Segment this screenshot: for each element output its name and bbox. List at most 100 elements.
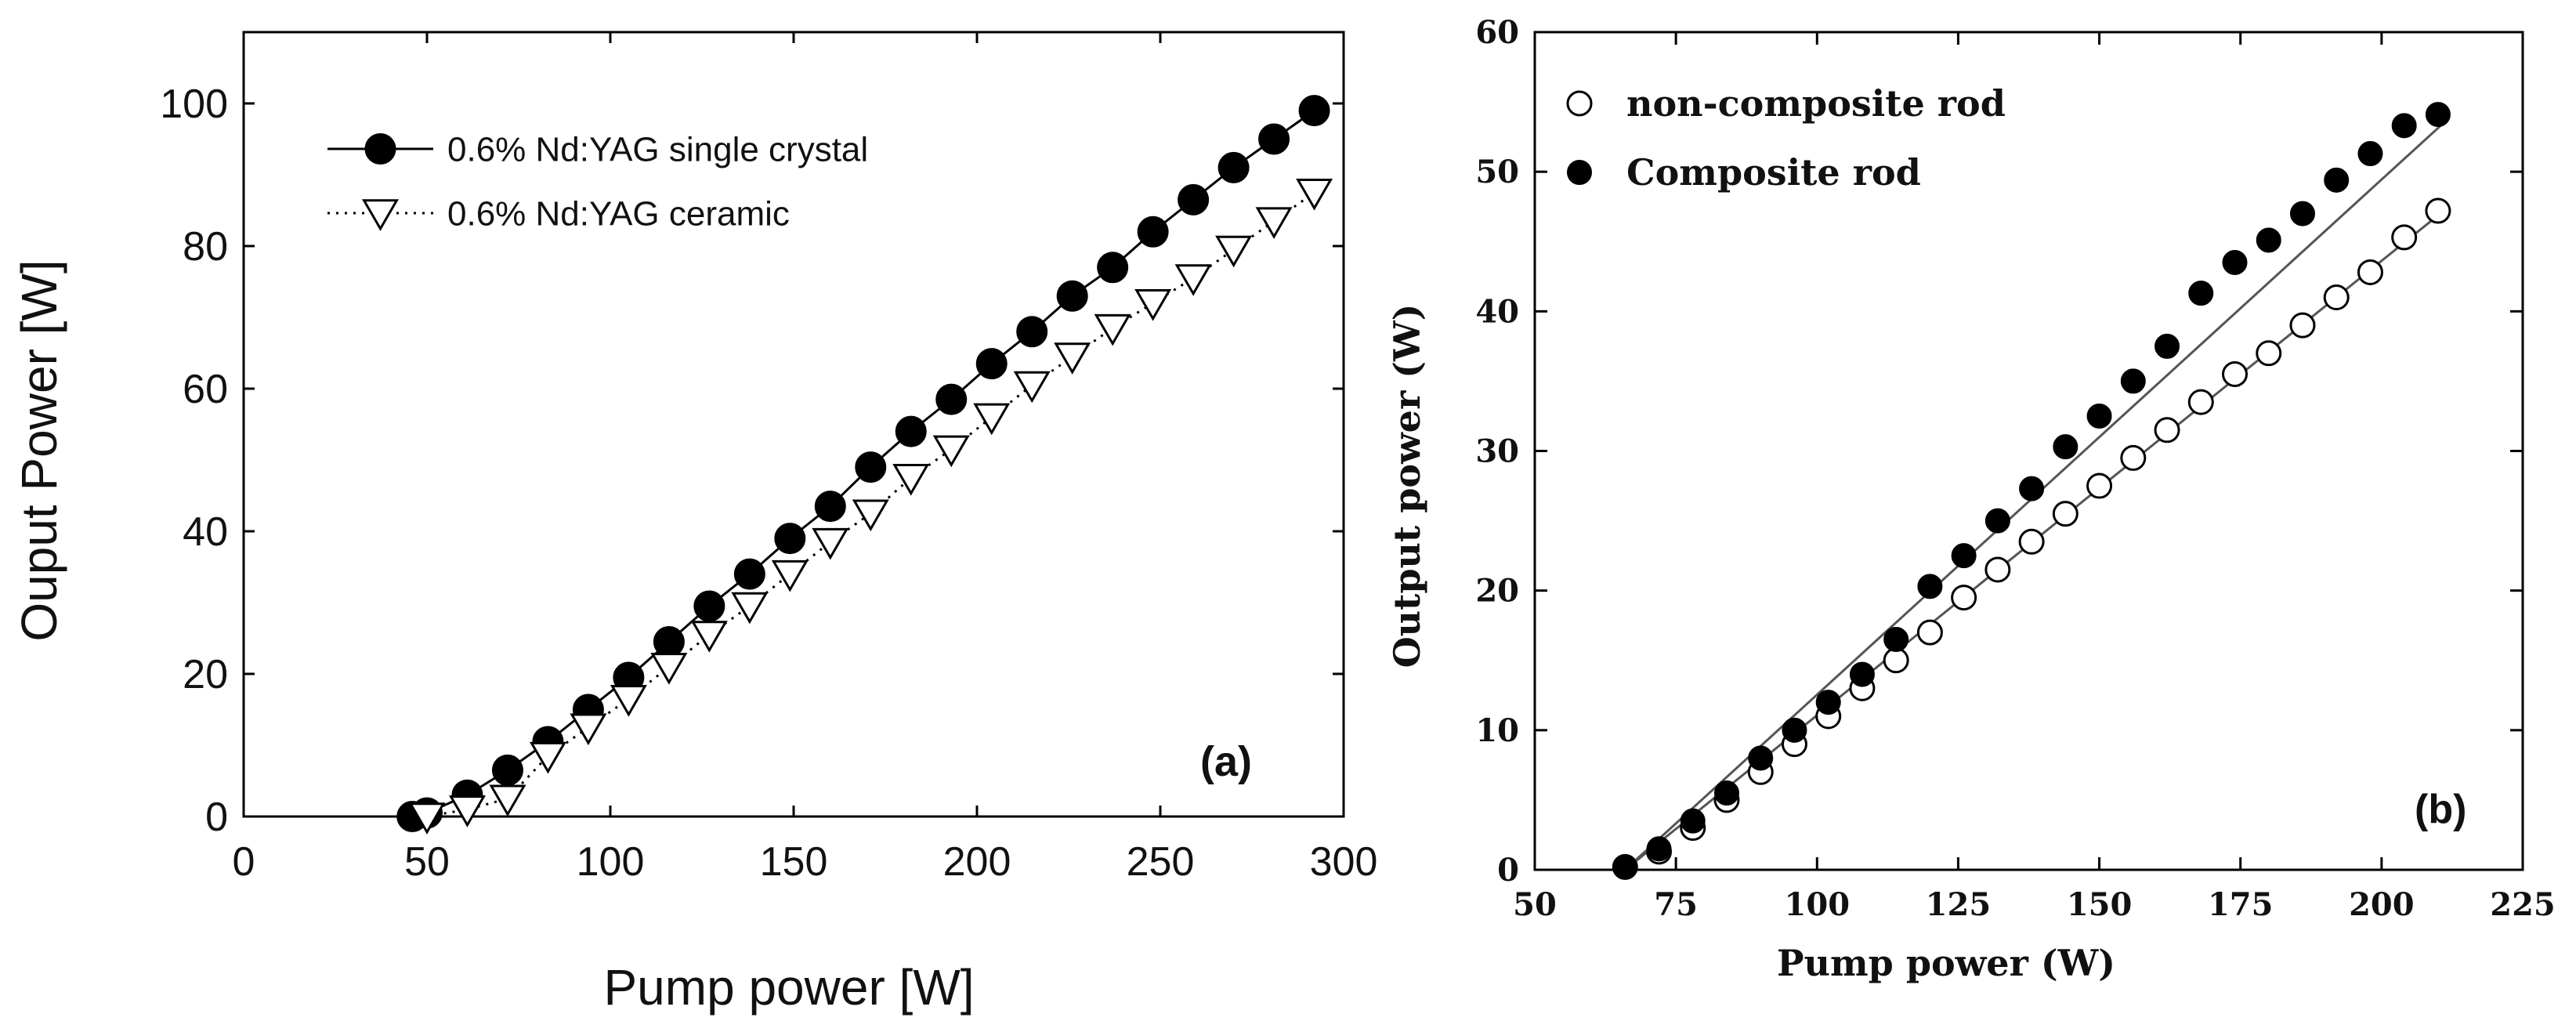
b-point	[2222, 361, 2249, 388]
a-point	[408, 802, 446, 835]
a-point	[895, 415, 927, 447]
b-x-tick-label-150: 150	[2067, 886, 2133, 923]
b-point	[2357, 141, 2383, 167]
a-point	[610, 685, 647, 717]
a-point	[731, 592, 769, 625]
a-legend: 0.6% Nd:YAG single crystal 0.6% Nd:YAG ce…	[327, 130, 868, 233]
b-point	[2425, 197, 2451, 224]
a-x-tick-label-0: 0	[233, 839, 255, 885]
b-series-0	[1612, 197, 2451, 880]
a-x-tick-label-300: 300	[1310, 839, 1378, 885]
b-point	[1713, 780, 1739, 806]
b-point	[2289, 201, 2315, 226]
a-point	[814, 491, 846, 523]
b-point	[1984, 556, 2011, 583]
a-x-tick-label-250: 250	[1127, 839, 1195, 885]
a-point	[975, 348, 1008, 380]
b-point	[2018, 528, 2045, 555]
a-point	[855, 451, 887, 483]
b-x-tick-label-50: 50	[1513, 886, 1557, 923]
b-point	[1984, 508, 2010, 534]
b-x-tick-label-75: 75	[1654, 886, 1698, 923]
b-point	[2187, 389, 2214, 415]
a-point	[1178, 183, 1210, 215]
a-point	[852, 499, 889, 532]
b-point	[2425, 102, 2451, 128]
b-legend-label-1: Composite rod	[1626, 151, 1921, 194]
b-point	[2222, 249, 2248, 275]
a-point	[1013, 371, 1051, 404]
b-legend-marker-1	[1567, 160, 1592, 185]
a-point	[529, 741, 566, 774]
b-point	[2391, 113, 2417, 139]
a-point	[1258, 123, 1290, 155]
b-legend-label-0: non-composite rod	[1626, 82, 2006, 125]
a-y-tick-label-80: 80	[183, 224, 228, 270]
b-point	[1748, 745, 1774, 771]
a-point	[693, 590, 725, 622]
a-point	[1217, 151, 1250, 183]
a-point	[973, 403, 1011, 436]
b-point	[2357, 259, 2383, 285]
b-point	[1951, 543, 1977, 569]
a-point	[774, 523, 806, 555]
a-point	[650, 653, 688, 685]
b-point	[2391, 224, 2418, 251]
a-point	[1134, 289, 1172, 321]
b-point	[1612, 854, 1638, 880]
b-legend: non-composite rod Composite rod	[1566, 82, 2006, 194]
b-y-tick-label-30: 30	[1475, 433, 1519, 470]
a-point	[491, 754, 523, 786]
a-point	[1298, 95, 1330, 127]
a-point	[1097, 252, 1129, 284]
b-y-tick-label-50: 50	[1475, 154, 1519, 190]
a-legend-label-1: 0.6% Nd:YAG ceramic	[447, 194, 790, 233]
a-point	[1215, 235, 1253, 268]
a-point	[1255, 207, 1293, 239]
b-point	[1849, 661, 1875, 687]
b-point	[2154, 417, 2180, 444]
b-x-tick-label-175: 175	[2208, 886, 2274, 923]
b-point	[2120, 368, 2146, 394]
b-point	[2256, 340, 2282, 367]
b-y-tick-label-0: 0	[1497, 852, 1519, 889]
b-y-tick-label-20: 20	[1475, 573, 1519, 610]
panel-b-composite-vs-non-composite: 50 75 100 125 150 175 200 225 0 10 20 30 40 50 60 non-c…	[1386, 14, 2556, 984]
b-point	[2323, 284, 2350, 311]
b-legend-marker-0	[1566, 90, 1593, 117]
a-legend-label-0: 0.6% Nd:YAG single crystal	[447, 130, 868, 168]
b-point	[2086, 403, 2112, 429]
b-y-tick-label-60: 60	[1475, 14, 1519, 51]
a-y-tick-label-20: 20	[183, 652, 228, 697]
b-point	[2324, 167, 2350, 193]
b-x-tick-label-125: 125	[1926, 886, 1992, 923]
b-point	[1917, 574, 1943, 599]
panel-b-y-axis-label: Output power (W)	[1386, 304, 1428, 668]
b-point	[2019, 476, 2045, 502]
panel-a-x-axis-label: Pump power [W]	[603, 959, 974, 1016]
a-point	[892, 464, 930, 496]
a-y-tick-label-0: 0	[205, 795, 228, 840]
b-point	[2086, 473, 2113, 499]
b-point	[2052, 501, 2079, 527]
a-series-1	[408, 179, 1333, 835]
b-point	[1883, 647, 1909, 674]
a-x-tick-label-100: 100	[577, 839, 645, 885]
a-legend-marker-1	[361, 199, 400, 231]
a-point	[1016, 316, 1048, 348]
a-x-tick-label-50: 50	[404, 839, 450, 885]
b-x-tick-label-225: 225	[2490, 886, 2556, 923]
a-point	[1174, 264, 1212, 296]
b-point	[2155, 333, 2180, 359]
b-y-tick-label-10: 10	[1475, 712, 1519, 749]
a-point	[489, 784, 526, 817]
b-point	[1815, 690, 1841, 715]
a-x-tick-label-200: 200	[943, 839, 1011, 885]
b-point	[1782, 717, 1807, 743]
b-point	[2188, 281, 2214, 306]
a-point	[932, 435, 970, 468]
b-point	[2289, 312, 2316, 339]
a-point	[812, 527, 849, 560]
panel-b-label: (b)	[2415, 787, 2466, 832]
